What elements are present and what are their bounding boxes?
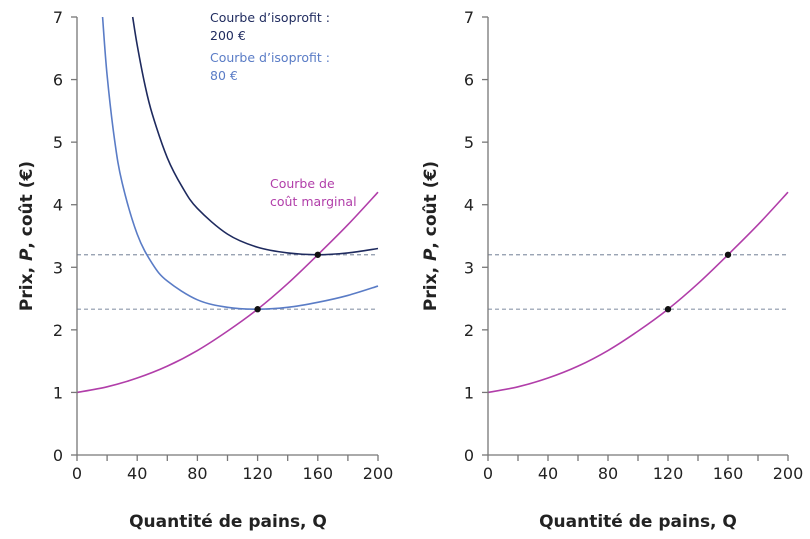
equilibrium-point	[254, 306, 261, 313]
series-line-isoprofit-80	[101, 16, 379, 311]
y-tick-label: 4	[464, 196, 474, 215]
y-axis-label: Prix, P, coût (€)	[17, 161, 37, 311]
y-axis-label-part: Prix,	[17, 261, 37, 311]
y-tick-label: 1	[53, 383, 63, 402]
series-line-marginal-cost	[487, 191, 789, 394]
series-annotation: 200 €	[210, 28, 246, 43]
y-tick-label: 5	[53, 133, 63, 152]
series-annotation: coût marginal	[270, 194, 357, 209]
y-tick-label: 0	[464, 446, 474, 465]
y-axis-label: Prix, P, coût (€)	[421, 161, 441, 311]
y-tick-label: 6	[464, 71, 474, 90]
equilibrium-point	[664, 306, 672, 313]
x-tick-label: 160	[303, 464, 334, 483]
x-tick-label: 80	[598, 464, 618, 483]
equilibrium-point	[314, 251, 321, 258]
y-tick-label: 1	[464, 383, 474, 402]
x-tick-label: 0	[483, 464, 493, 483]
chart-panel-1: 0 40 80 120 160 200 0 1 2 3 4 5 6 7 Quantité de pains,…	[17, 8, 393, 532]
x-tick-label: 40	[127, 464, 147, 483]
y-axis-label-part: P	[421, 248, 441, 261]
x-axis-label: Quantité de pains, Q	[539, 512, 737, 532]
x-tick-label: 200	[363, 464, 394, 483]
y-tick-label: 4	[53, 196, 63, 215]
x-tick-label: 160	[713, 464, 744, 483]
y-axis-label-part: , coût (€)	[421, 161, 441, 249]
y-tick-label: 7	[53, 8, 63, 27]
series-annotation: Courbe d’isoprofit :	[210, 50, 330, 65]
y-tick-label: 2	[53, 321, 63, 340]
y-tick-label: 0	[53, 446, 63, 465]
series-annotation: Courbe d’isoprofit :	[210, 10, 330, 25]
series-line-marginal-cost	[76, 191, 379, 394]
x-axis-label: Quantité de pains, Q	[129, 512, 327, 532]
equilibrium-point	[724, 251, 732, 258]
x-tick-label: 80	[187, 464, 207, 483]
y-axis-label-part: , coût (€)	[17, 161, 37, 249]
y-axis-label-part: P	[17, 248, 37, 261]
y-tick-label: 2	[464, 321, 474, 340]
x-tick-label: 120	[242, 464, 273, 483]
x-tick-label: 200	[773, 464, 804, 483]
y-tick-label: 7	[464, 8, 474, 27]
y-tick-label: 5	[464, 133, 474, 152]
x-tick-label: 40	[538, 464, 558, 483]
chart-panel-2: 0 40 80 120 160 200 0 1 2 3 4 5 6 7 Quantité de pains,…	[421, 8, 803, 532]
y-tick-label: 3	[53, 258, 63, 277]
series-annotation: Courbe de	[270, 176, 335, 191]
series-annotation: 80 €	[210, 68, 238, 83]
x-tick-label: 120	[653, 464, 684, 483]
y-tick-label: 6	[53, 71, 63, 90]
y-tick-label: 3	[464, 258, 474, 277]
y-axis-label-part: Prix,	[421, 261, 441, 311]
x-tick-label: 0	[72, 464, 82, 483]
